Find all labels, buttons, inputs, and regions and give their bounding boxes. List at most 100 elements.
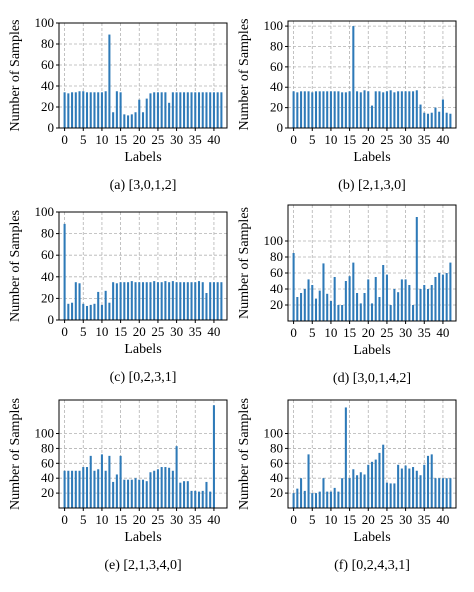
bar (160, 467, 163, 508)
bar (112, 481, 115, 508)
bar (220, 92, 223, 128)
bar (209, 92, 212, 128)
bar (292, 253, 295, 321)
bar (115, 474, 118, 508)
y-tick-label: 60 (270, 59, 283, 74)
bar (108, 34, 111, 128)
bar (93, 92, 96, 128)
bar (322, 91, 325, 128)
bar (426, 289, 430, 321)
bar (344, 407, 347, 508)
x-tick-label: 20 (362, 132, 375, 147)
bar (363, 474, 366, 508)
bar (300, 478, 303, 508)
bar (78, 91, 81, 128)
bar (183, 481, 186, 508)
y-tick-label: 40 (41, 78, 54, 93)
bar (123, 479, 126, 508)
x-tick-label: 25 (151, 512, 164, 527)
x-axis-label: Labels (353, 530, 390, 545)
bar (356, 475, 359, 508)
bar (352, 262, 355, 321)
bar (74, 282, 77, 320)
bar (359, 92, 362, 128)
bar (314, 91, 318, 128)
x-axis-label: Labels (124, 530, 161, 545)
bar (197, 92, 201, 128)
bar (311, 285, 314, 321)
chart-caption: (d) [3,0,1,4,2] (333, 371, 411, 386)
bar (115, 91, 118, 128)
bar (145, 98, 148, 128)
bar (141, 479, 145, 508)
bar (63, 92, 66, 128)
bar (356, 293, 359, 321)
bar (141, 112, 145, 128)
bar (397, 464, 400, 508)
bar (303, 289, 306, 321)
bar (104, 290, 107, 320)
bar (337, 305, 340, 321)
x-tick-label: 25 (151, 324, 164, 339)
bar (175, 446, 178, 508)
bar (404, 279, 407, 321)
bar (412, 91, 415, 128)
bar (341, 305, 344, 321)
bar (71, 92, 74, 128)
bar (419, 475, 422, 508)
bar (367, 91, 370, 128)
bar (97, 92, 100, 128)
bar (359, 303, 362, 321)
bar (97, 291, 100, 320)
y-tick-label: 40 (41, 269, 54, 284)
bar (307, 279, 310, 321)
bar (292, 91, 295, 128)
bar (393, 289, 396, 321)
bar (67, 303, 70, 320)
y-tick-label: 60 (270, 455, 283, 470)
y-tick-label: 100 (35, 15, 55, 30)
y-tick-label: 80 (41, 226, 54, 241)
bar (326, 491, 329, 508)
bar (382, 444, 385, 508)
bar (85, 92, 89, 128)
x-tick-label: 0 (61, 132, 68, 147)
bar (389, 90, 392, 128)
bar (190, 92, 193, 128)
bar (74, 92, 77, 128)
bar (408, 285, 411, 321)
bar (296, 92, 299, 128)
y-tick-label: 20 (270, 297, 283, 312)
bar (441, 274, 444, 321)
bar (438, 111, 441, 128)
bar (179, 92, 182, 128)
bar (130, 281, 133, 320)
bar (82, 91, 85, 128)
x-tick-label: 10 (324, 512, 337, 527)
bar (352, 469, 355, 508)
bar (423, 112, 426, 128)
bar (344, 281, 347, 321)
bar (216, 282, 219, 320)
bar (404, 465, 407, 508)
y-tick-label: 60 (41, 247, 54, 262)
bar (400, 468, 403, 508)
x-tick-label: 5 (309, 132, 316, 147)
bar (179, 482, 182, 508)
bar (374, 277, 377, 321)
x-tick-label: 25 (380, 325, 393, 340)
bar (212, 405, 215, 508)
x-tick-label: 20 (362, 512, 375, 527)
bar (318, 91, 321, 128)
axes-frame (287, 204, 457, 322)
bar (112, 282, 115, 320)
chart-caption: (c) [0,2,3,1] (110, 370, 177, 385)
y-tick-label: 100 (35, 204, 55, 219)
bar (97, 469, 100, 508)
bar (389, 483, 392, 508)
bar (374, 459, 377, 508)
bar (352, 26, 355, 128)
x-tick-label: 40 (436, 132, 449, 147)
bar (127, 479, 130, 508)
